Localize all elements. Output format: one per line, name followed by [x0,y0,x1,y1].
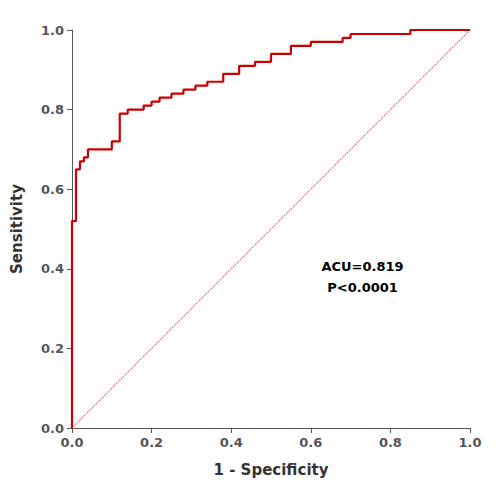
svg-text:P<0.0001: P<0.0001 [327,280,398,295]
svg-text:0.6: 0.6 [299,435,322,450]
svg-text:0.8: 0.8 [41,102,64,117]
svg-text:0.2: 0.2 [41,341,64,356]
svg-text:1.0: 1.0 [458,435,481,450]
svg-text:0.4: 0.4 [220,435,243,450]
svg-text:Sensitivity: Sensitivity [8,184,26,274]
svg-text:0.6: 0.6 [41,182,64,197]
svg-text:0.4: 0.4 [41,261,64,276]
svg-text:0.0: 0.0 [60,435,83,450]
svg-text:0.0: 0.0 [41,421,64,436]
svg-text:1 - Specificity: 1 - Specificity [214,461,329,479]
svg-text:0.2: 0.2 [140,435,163,450]
svg-text:0.8: 0.8 [379,435,402,450]
svg-text:ACU=0.819: ACU=0.819 [321,259,403,274]
svg-text:1.0: 1.0 [41,23,64,38]
